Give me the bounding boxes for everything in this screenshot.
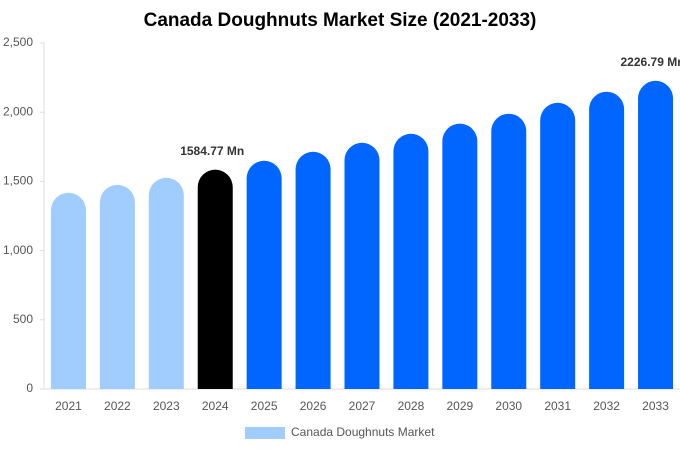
bar [344, 142, 380, 389]
bar [442, 123, 478, 389]
bar [197, 169, 233, 389]
bar [540, 102, 576, 389]
x-tick-label: 2030 [495, 399, 522, 413]
y-tick-label: 2,000 [3, 104, 33, 118]
y-tick-label: 1,500 [3, 174, 33, 188]
x-tick-label: 2025 [251, 399, 278, 413]
x-tick-label: 2022 [104, 399, 131, 413]
x-tick-label: 2023 [153, 399, 180, 413]
bar [148, 177, 184, 389]
legend-label: Canada Doughnuts Market [291, 425, 435, 439]
x-tick-label: 2028 [398, 399, 425, 413]
x-tick-label: 2033 [642, 399, 669, 413]
y-tick-label: 1,000 [3, 243, 33, 257]
x-tick-label: 2032 [593, 399, 620, 413]
value-label: 1584.77 Mn [180, 144, 244, 158]
legend-swatch [245, 427, 285, 439]
y-tick-label: 500 [13, 312, 33, 326]
bar [246, 160, 282, 389]
x-tick-label: 2021 [55, 399, 82, 413]
value-label: 2226.79 Mn [621, 55, 680, 69]
bar [638, 80, 674, 390]
bar [393, 133, 429, 389]
x-tick-label: 2024 [202, 399, 229, 413]
x-tick-label: 2026 [300, 399, 327, 413]
x-tick-label: 2029 [446, 399, 473, 413]
chart-title: Canada Doughnuts Market Size (2021-2033) [144, 10, 537, 31]
bar [491, 113, 527, 389]
x-tick-label: 2027 [349, 399, 376, 413]
bar [50, 192, 86, 389]
y-tick-label: 2,500 [3, 35, 33, 49]
bar [589, 91, 625, 389]
x-tick-label: 2031 [544, 399, 571, 413]
bar [99, 184, 135, 389]
y-tick-label: 0 [26, 381, 33, 395]
bar [295, 151, 331, 389]
